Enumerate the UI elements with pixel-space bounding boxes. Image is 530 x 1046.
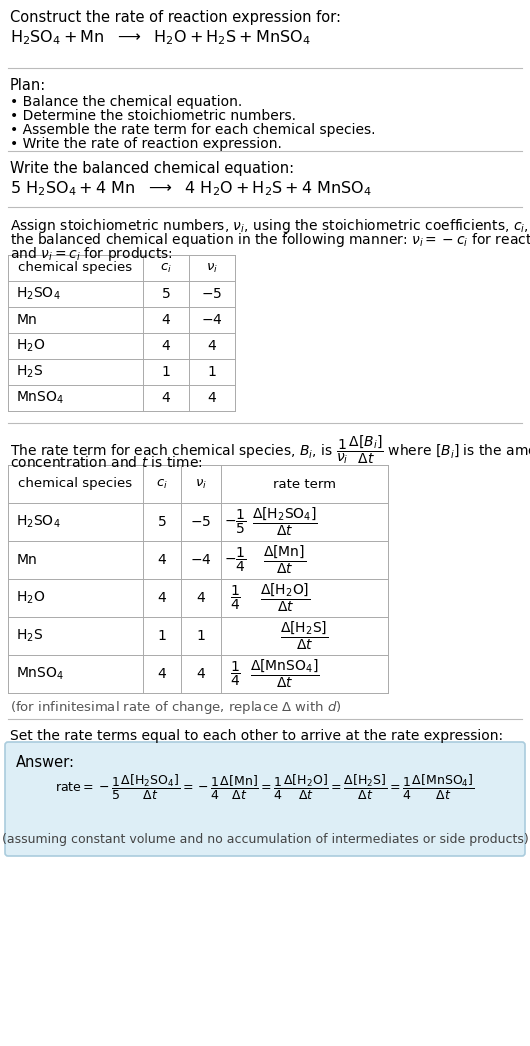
- Text: 4: 4: [157, 553, 166, 567]
- Text: 4: 4: [208, 339, 216, 353]
- Text: $\mathrm{rate} = -\dfrac{1}{5}\dfrac{\Delta[\mathrm{H_2SO_4}]}{\Delta t} = -\dfr: $\mathrm{rate} = -\dfrac{1}{5}\dfrac{\De…: [55, 773, 475, 801]
- Text: 5: 5: [162, 287, 170, 301]
- Text: Plan:: Plan:: [10, 78, 46, 93]
- Text: $\dfrac{\Delta[\mathrm{H_2O}]}{\Delta t}$: $\dfrac{\Delta[\mathrm{H_2O}]}{\Delta t}…: [260, 582, 310, 614]
- Text: 5: 5: [157, 515, 166, 529]
- Text: $-5$: $-5$: [190, 515, 211, 529]
- Text: 4: 4: [208, 391, 216, 405]
- Text: chemical species: chemical species: [19, 478, 132, 491]
- Text: Set the rate terms equal to each other to arrive at the rate expression:: Set the rate terms equal to each other t…: [10, 729, 503, 743]
- Text: $\nu_i$: $\nu_i$: [206, 262, 218, 274]
- Text: $\mathrm{MnSO_4}$: $\mathrm{MnSO_4}$: [16, 390, 64, 406]
- Text: Assign stoichiometric numbers, $\nu_i$, using the stoichiometric coefficients, $: Assign stoichiometric numbers, $\nu_i$, …: [10, 217, 530, 235]
- Text: • Determine the stoichiometric numbers.: • Determine the stoichiometric numbers.: [10, 109, 296, 123]
- Text: 1: 1: [157, 629, 166, 643]
- Text: $\nu_i$: $\nu_i$: [195, 477, 207, 491]
- Text: 1: 1: [197, 629, 206, 643]
- Text: 4: 4: [197, 667, 206, 681]
- Text: Write the balanced chemical equation:: Write the balanced chemical equation:: [10, 161, 294, 176]
- Text: Answer:: Answer:: [16, 755, 75, 770]
- Text: $\dfrac{\Delta[\mathrm{Mn}]}{\Delta t}$: $\dfrac{\Delta[\mathrm{Mn}]}{\Delta t}$: [263, 544, 306, 576]
- Text: $\dfrac{\Delta[\mathrm{H_2S}]}{\Delta t}$: $\dfrac{\Delta[\mathrm{H_2S}]}{\Delta t}…: [280, 620, 329, 652]
- Text: $-\dfrac{1}{5}$: $-\dfrac{1}{5}$: [224, 507, 246, 537]
- Text: $\mathrm{H_2S}$: $\mathrm{H_2S}$: [16, 364, 43, 380]
- Text: rate term: rate term: [273, 478, 336, 491]
- Text: $\mathrm{H_2S}$: $\mathrm{H_2S}$: [16, 628, 43, 644]
- Text: 4: 4: [157, 667, 166, 681]
- Text: 4: 4: [197, 591, 206, 605]
- Text: $-5$: $-5$: [201, 287, 223, 301]
- Text: $\mathrm{5\ H_2SO_4 + 4\ Mn\ \ \longrightarrow\ \ 4\ H_2O + H_2S + 4\ MnSO_4}$: $\mathrm{5\ H_2SO_4 + 4\ Mn\ \ \longrigh…: [10, 179, 372, 198]
- Text: • Balance the chemical equation.: • Balance the chemical equation.: [10, 95, 242, 109]
- Text: $\mathrm{H_2SO_4 + Mn\ \ \longrightarrow\ \ H_2O + H_2S + MnSO_4}$: $\mathrm{H_2SO_4 + Mn\ \ \longrightarrow…: [10, 28, 311, 47]
- Text: the balanced chemical equation in the following manner: $\nu_i = -c_i$ for react: the balanced chemical equation in the fo…: [10, 231, 530, 249]
- Text: $-4$: $-4$: [201, 313, 223, 327]
- Text: $c_i$: $c_i$: [160, 262, 172, 274]
- Text: $\mathrm{Mn}$: $\mathrm{Mn}$: [16, 553, 38, 567]
- Text: $\dfrac{1}{4}$: $\dfrac{1}{4}$: [229, 584, 241, 612]
- Text: (assuming constant volume and no accumulation of intermediates or side products): (assuming constant volume and no accumul…: [2, 833, 528, 846]
- Text: and $\nu_i = c_i$ for products:: and $\nu_i = c_i$ for products:: [10, 245, 173, 263]
- Text: $\dfrac{\Delta[\mathrm{MnSO_4}]}{\Delta t}$: $\dfrac{\Delta[\mathrm{MnSO_4}]}{\Delta …: [250, 658, 320, 690]
- Text: 1: 1: [208, 365, 216, 379]
- Text: The rate term for each chemical species, $B_i$, is $\dfrac{1}{\nu_i}\dfrac{\Delt: The rate term for each chemical species,…: [10, 433, 530, 465]
- Text: $\mathrm{H_2O}$: $\mathrm{H_2O}$: [16, 590, 45, 607]
- Text: • Write the rate of reaction expression.: • Write the rate of reaction expression.: [10, 137, 282, 151]
- Text: 4: 4: [162, 313, 170, 327]
- Text: $\mathrm{H_2SO_4}$: $\mathrm{H_2SO_4}$: [16, 286, 60, 302]
- Text: 4: 4: [157, 591, 166, 605]
- Text: (for infinitesimal rate of change, replace $\Delta$ with $d$): (for infinitesimal rate of change, repla…: [10, 699, 342, 717]
- Text: $\dfrac{1}{4}$: $\dfrac{1}{4}$: [229, 660, 241, 688]
- Text: $\dfrac{\Delta[\mathrm{H_2SO_4}]}{\Delta t}$: $\dfrac{\Delta[\mathrm{H_2SO_4}]}{\Delta…: [252, 506, 318, 539]
- Text: 4: 4: [162, 391, 170, 405]
- Text: concentration and $t$ is time:: concentration and $t$ is time:: [10, 455, 202, 470]
- Text: $-\dfrac{1}{4}$: $-\dfrac{1}{4}$: [224, 546, 246, 574]
- Text: chemical species: chemical species: [19, 262, 132, 274]
- Text: 1: 1: [162, 365, 171, 379]
- Text: $\mathrm{H_2SO_4}$: $\mathrm{H_2SO_4}$: [16, 514, 60, 530]
- Text: Construct the rate of reaction expression for:: Construct the rate of reaction expressio…: [10, 10, 341, 25]
- Text: 4: 4: [162, 339, 170, 353]
- FancyBboxPatch shape: [5, 742, 525, 856]
- Text: $\mathrm{MnSO_4}$: $\mathrm{MnSO_4}$: [16, 666, 64, 682]
- Text: $\mathrm{Mn}$: $\mathrm{Mn}$: [16, 313, 38, 327]
- Text: $\mathrm{H_2O}$: $\mathrm{H_2O}$: [16, 338, 45, 355]
- Text: $c_i$: $c_i$: [156, 477, 168, 491]
- Text: • Assemble the rate term for each chemical species.: • Assemble the rate term for each chemic…: [10, 123, 375, 137]
- Text: $-4$: $-4$: [190, 553, 212, 567]
